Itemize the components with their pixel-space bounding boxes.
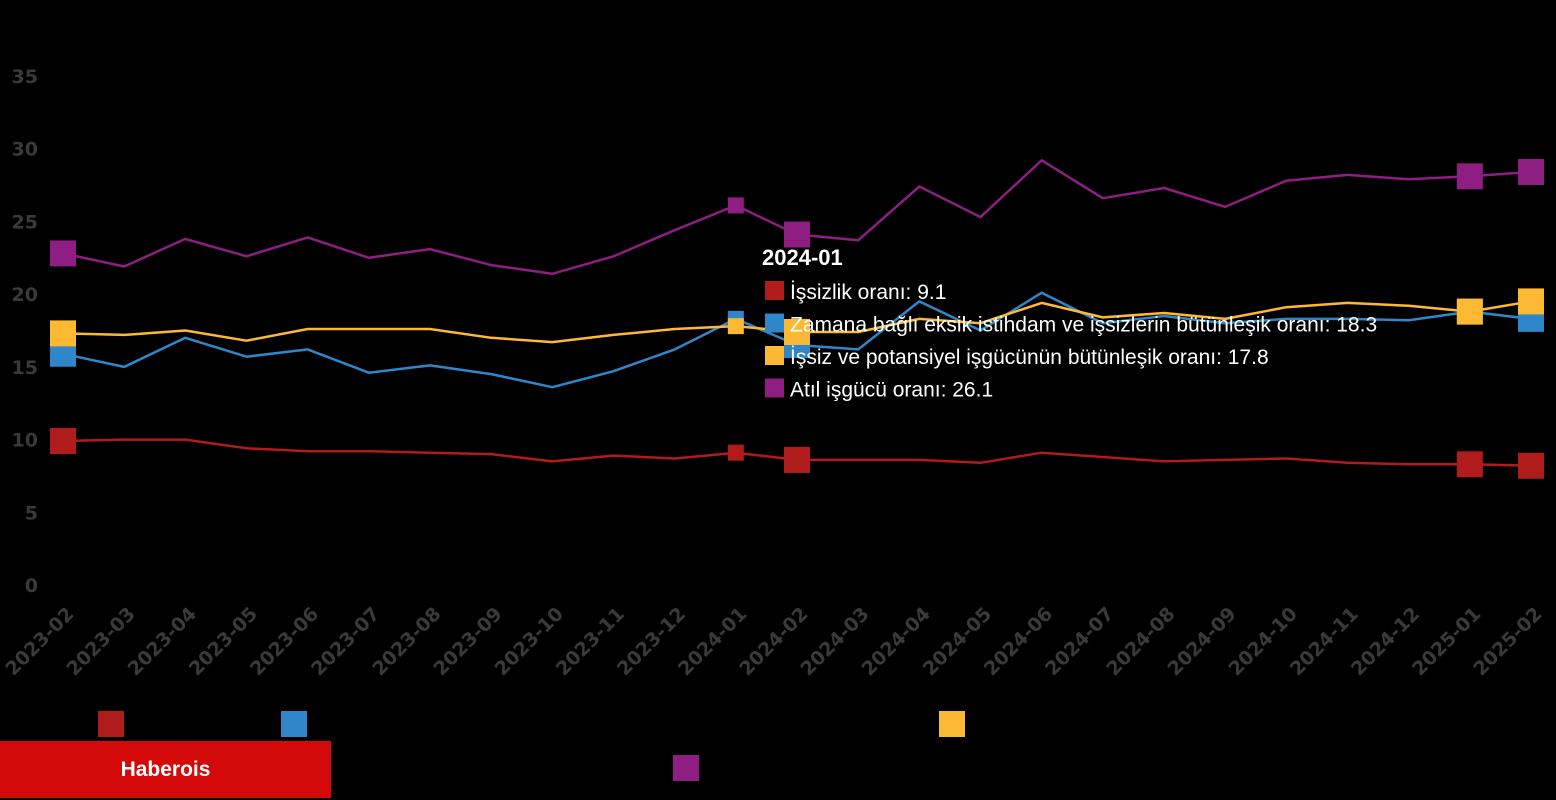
legend-swatch[interactable] [98,711,124,737]
tooltip-swatch [765,378,784,398]
y-tick-label: 20 [12,284,38,306]
data-point-marker[interactable] [784,446,810,473]
data-point-marker[interactable] [50,320,76,347]
y-tick-label: 35 [12,66,38,88]
data-point-marker[interactable] [784,318,810,345]
y-axis: 0 5 10 15 20 25 30 35 [12,66,38,597]
hover-point-marker[interactable] [727,444,744,461]
y-tick-label: 10 [12,430,38,452]
y-tick-label: 30 [12,139,38,161]
data-point-marker[interactable] [1518,288,1544,315]
legend-swatch[interactable] [281,711,307,737]
tooltip-line: Zamana bağlı eksik istihdam ve işsizleri… [790,314,1377,337]
tooltip: 2024-01 İşsizlik oranı: 9.1 Zamana bağlı e… [762,245,1377,402]
tooltip-swatch [765,313,784,333]
data-point-marker[interactable] [50,428,76,455]
y-tick-label: 25 [12,211,38,233]
data-point-marker[interactable] [1518,158,1544,185]
data-point-marker[interactable] [1456,451,1483,478]
y-tick-label: 0 [25,575,38,597]
hover-point-marker[interactable] [727,318,744,335]
legend[interactable] [98,711,965,781]
x-axis: 2023-022023-032023-042023-052023-062023-… [1,603,1546,680]
tooltip-line: Atıl işgücü oranı: 26.1 [790,379,993,402]
legend-swatch[interactable] [673,755,699,781]
tooltip-swatch [765,346,784,365]
tooltip-swatch [765,281,784,300]
hover-point-marker[interactable] [727,197,744,214]
y-tick-label: 5 [25,502,38,524]
data-point-marker[interactable] [50,240,76,267]
brand-label: Haberois [0,741,331,798]
data-point-marker[interactable] [784,221,810,248]
tooltip-line: İşsiz ve potansiyel işgücünün bütünleşik… [790,346,1269,369]
data-point-marker[interactable] [1456,163,1483,190]
legend-swatch[interactable] [939,711,965,737]
y-tick-label: 15 [12,357,38,379]
tooltip-title: 2024-01 [762,245,843,270]
tooltip-line: İşsizlik oranı: 9.1 [790,281,946,304]
data-point-marker[interactable] [1518,452,1544,479]
data-point-marker[interactable] [1456,298,1483,325]
series-markers[interactable] [50,158,1544,479]
